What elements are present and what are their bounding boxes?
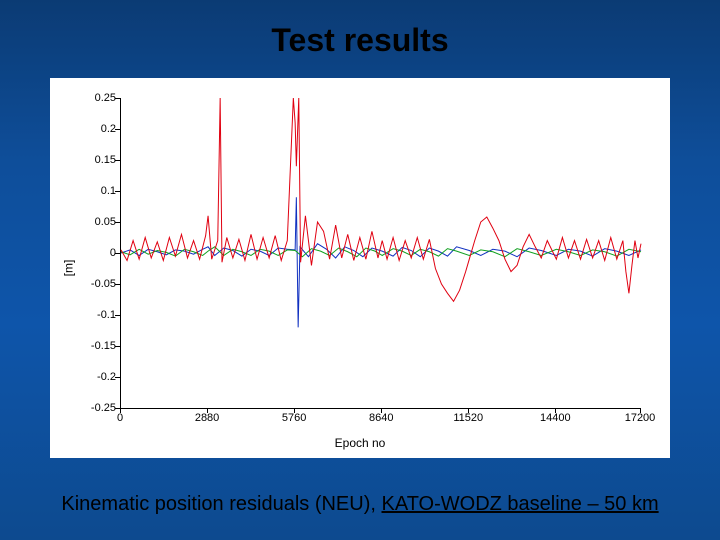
ytick-label: 0.15 (76, 154, 116, 166)
series-N (121, 197, 641, 327)
plot-area (120, 98, 641, 409)
xtick-label: 17200 (625, 412, 656, 424)
ytick-label: 0.1 (76, 185, 116, 197)
series-U (121, 98, 641, 301)
ytick-label: -0.2 (76, 371, 116, 383)
xtick-label: 8640 (369, 412, 393, 424)
slide-title: Test results (0, 22, 720, 59)
chart-frame: [m] Epoch no -0.25 -0.2 -0.15 -0.1 -0.05 0 0.0… (50, 78, 670, 458)
ytick-label: 0.2 (76, 123, 116, 135)
ytick-label: -0.05 (76, 278, 116, 290)
series-svg (121, 98, 641, 408)
ytick-label: 0.05 (76, 216, 116, 228)
caption-underlined: KATO-WODZ baseline – 50 km (382, 493, 659, 515)
ytick-label: -0.1 (76, 309, 116, 321)
xtick-label: 5760 (282, 412, 306, 424)
x-axis-label: Epoch no (335, 436, 386, 450)
xtick-label: 2880 (195, 412, 219, 424)
xtick-label: 11520 (453, 412, 483, 424)
y-axis-label: [m] (61, 260, 75, 277)
ytick-label: -0.15 (76, 340, 116, 352)
ytick-label: -0.25 (76, 402, 116, 414)
xtick-label: 14400 (540, 412, 571, 424)
ytick-label: 0 (76, 247, 116, 259)
ytick-label: 0.25 (76, 92, 116, 104)
xtick-label: 0 (117, 412, 123, 424)
slide-caption: Kinematic position residuals (NEU), KATO… (0, 493, 720, 516)
caption-prefix: Kinematic position residuals (NEU), (61, 493, 381, 515)
slide-root: Test results [m] Epoch no -0.25-0.2-0.15… (0, 0, 720, 540)
